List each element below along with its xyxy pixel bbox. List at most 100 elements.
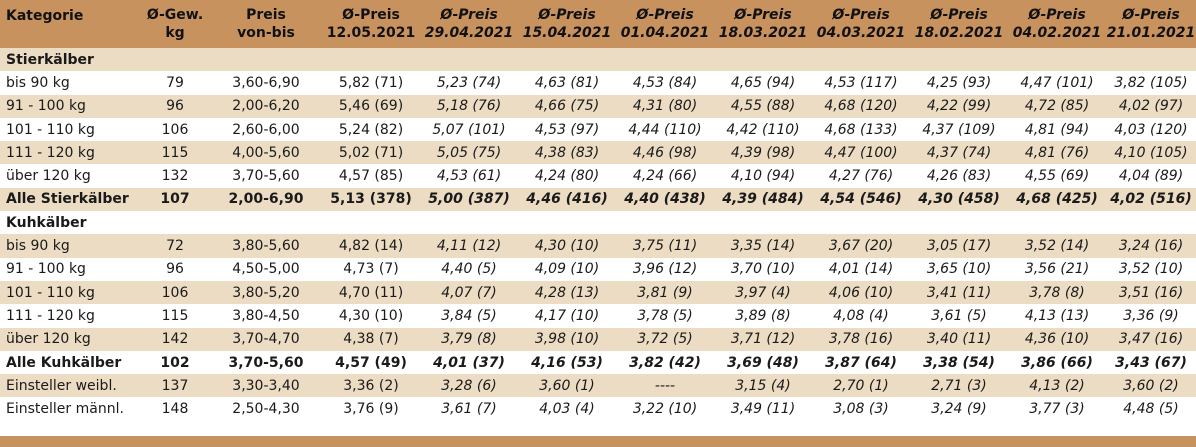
table-cell: 4,50-5,00 [232, 261, 300, 278]
table-cell: 115 [161, 307, 189, 324]
header-row: Kategorie Ø-Gew. kg Preis von-bis Ø-Preis 12.0… [0, 0, 1196, 48]
table-cell: 3,24 (16) [1118, 238, 1184, 255]
table-cell: 4,73 (7) [343, 261, 399, 278]
table-cell: 72 [166, 238, 184, 255]
table-cell: 3,79 (8) [441, 331, 497, 348]
table-cell: 4,55 (88) [730, 98, 796, 115]
table-cell: 5,82 (71) [338, 74, 404, 91]
table-cell: 3,52 (10) [1118, 261, 1184, 278]
table-cell: 4,68 (425) [1016, 191, 1098, 208]
table-cell: 3,96 (12) [632, 261, 698, 278]
table-cell: 4,30 (458) [918, 191, 1000, 208]
table-body: Stierkälber bis 90 kg 79 3,60-6,90 5,82 (71)… [0, 48, 1196, 421]
table-cell: 3,22 (10) [632, 401, 698, 418]
table-cell: 3,87 (64) [825, 354, 897, 371]
table-cell: 4,25 (93) [926, 74, 992, 91]
table-cell: 3,70 (10) [730, 261, 796, 278]
row-label: bis 90 kg [6, 74, 70, 91]
table-cell: 2,60-6,00 [232, 121, 300, 138]
header-col-2: Preis von-bis [210, 0, 322, 48]
row-label: 101 - 110 kg [6, 121, 95, 138]
table-cell: 4,54 (546) [820, 191, 902, 208]
header-line1: Ø-Preis [538, 7, 596, 23]
table-cell: 2,00-6,20 [232, 98, 300, 115]
header-col-1: Ø-Gew. kg [140, 0, 210, 48]
table-cell: 4,24 (80) [534, 168, 600, 185]
table-row: 101 - 110 kg 106 2,60-6,00 5,24 (82) 5,07 (1… [0, 117, 1196, 142]
table-cell: 3,89 (8) [735, 307, 791, 324]
table-cell: 3,52 (14) [1024, 238, 1090, 255]
header-line1: Ø-Gew. [146, 7, 204, 23]
table-cell: 3,51 (16) [1118, 284, 1184, 301]
table-cell: 4,31 (80) [632, 98, 698, 115]
table-cell: 142 [161, 331, 189, 348]
table-cell: 3,76 (9) [343, 401, 399, 418]
table-cell: 4,81 (76) [1024, 144, 1090, 161]
table-row: bis 90 kg 72 3,80-5,60 4,82 (14) 4,11 (12) 4,… [0, 234, 1196, 258]
table-cell: 3,69 (48) [727, 354, 799, 371]
table-cell: 3,56 (21) [1024, 261, 1090, 278]
table-row: 91 - 100 kg 96 4,50-5,00 4,73 (7) 4,40 (5) 4,… [0, 257, 1196, 281]
table-cell: 4,82 (14) [338, 238, 404, 255]
table-cell: 5,13 (378) [330, 191, 412, 208]
table-cell: 4,30 (10) [534, 238, 600, 255]
table-cell: 106 [161, 284, 189, 301]
header-col-7: Ø-Preis 18.03.2021 [714, 0, 812, 48]
table-row: 101 - 110 kg 106 3,80-5,20 4,70 (11) 4,07 (7… [0, 280, 1196, 305]
table-cell: 4,55 (69) [1024, 168, 1090, 185]
table-cell: 4,02 (516) [1110, 191, 1192, 208]
table-cell: 4,68 (120) [824, 98, 898, 115]
table-cell: 3,97 (4) [735, 284, 791, 301]
row-label: Einsteller weibl. [6, 377, 117, 394]
header-col-11: Ø-Preis 21.01.2021 [1106, 0, 1196, 48]
table-cell: 4,42 (110) [726, 121, 800, 138]
table-cell: 3,70-5,60 [228, 354, 304, 371]
table-cell: 4,46 (416) [526, 191, 608, 208]
table-cell: 96 [166, 261, 184, 278]
table-cell: 3,80-5,20 [232, 284, 300, 301]
table-cell: 4,27 (76) [828, 168, 894, 185]
section-title: Stierkälber [6, 51, 94, 68]
table-cell: 4,57 (49) [335, 354, 407, 371]
table-cell: 3,36 (2) [343, 377, 399, 394]
table-cell: 106 [161, 121, 189, 138]
table-cell: 2,70 (1) [833, 377, 889, 394]
table-cell: 3,24 (9) [931, 401, 987, 418]
table-cell: 3,82 (42) [629, 354, 701, 371]
table-cell: 5,23 (74) [436, 74, 502, 91]
table-cell: 4,38 (7) [343, 331, 399, 348]
table-cell: 4,57 (85) [338, 168, 404, 185]
table-cell: 3,78 (8) [1029, 284, 1085, 301]
header-line1: Kategorie [6, 8, 84, 24]
table-cell: 107 [160, 191, 190, 208]
table-cell: 4,01 (37) [433, 354, 505, 371]
table-cell: 4,37 (109) [922, 121, 996, 138]
table-cell: 4,08 (4) [833, 307, 889, 324]
table-cell: 3,28 (6) [441, 377, 497, 394]
header-col-8: Ø-Preis 04.03.2021 [812, 0, 910, 48]
table-cell: 4,66 (75) [534, 98, 600, 115]
table-row: über 120 kg 132 3,70-5,60 4,57 (85) 4,53 (61… [0, 164, 1196, 188]
row-label: über 120 kg [6, 331, 91, 348]
table-cell: 4,39 (98) [730, 144, 796, 161]
table-cell: 102 [160, 354, 190, 371]
table-cell: 4,11 (12) [436, 238, 502, 255]
table-cell: 148 [161, 401, 189, 418]
header-col-10: Ø-Preis 04.02.2021 [1008, 0, 1106, 48]
header-line2: von-bis [237, 25, 295, 41]
table-row: Einsteller weibl. 137 3,30-3,40 3,36 (2) 3,2… [0, 374, 1196, 398]
table-cell: 3,70-4,70 [232, 331, 300, 348]
table-cell: 4,02 (97) [1118, 98, 1184, 115]
table-cell: 4,68 (133) [824, 121, 898, 138]
table-cell: 4,37 (74) [926, 144, 992, 161]
table-cell: 4,47 (101) [1020, 74, 1094, 91]
table-cell: 4,38 (83) [534, 144, 600, 161]
table-cell: 3,47 (16) [1118, 331, 1184, 348]
table-cell: 3,49 (11) [730, 401, 796, 418]
table-cell: 4,48 (5) [1123, 401, 1179, 418]
table-cell: 4,40 (5) [441, 261, 497, 278]
table-cell: 3,86 (66) [1021, 354, 1093, 371]
header-line2: 29.04.2021 [424, 25, 514, 41]
table-cell: 115 [161, 144, 189, 161]
